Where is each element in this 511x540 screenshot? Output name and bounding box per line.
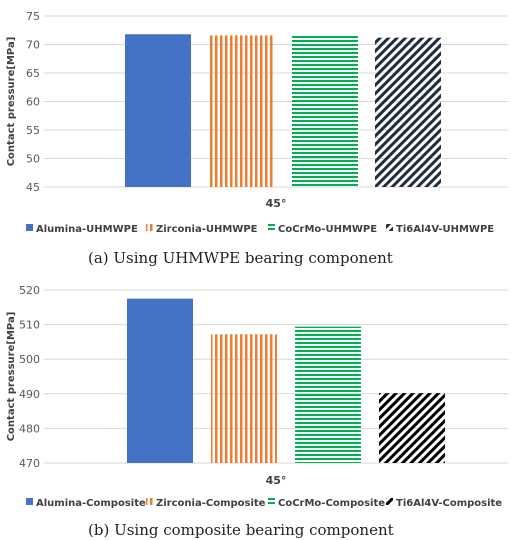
chart-b-y-tick: 470 — [19, 457, 40, 470]
chart-b-bar-ti6al4v-composite — [379, 393, 445, 463]
chart-b: 470 480 490 500 510 520 Contact pressure[MPa] 4… — [6, 284, 508, 539]
chart-a-legend-swatch — [26, 224, 33, 231]
chart-a-bar-alumina-uhmwpe — [125, 34, 191, 187]
chart-b-legend-label: Ti6Al4V-Composite — [396, 498, 502, 509]
chart-a-caption: (a) Using UHMWPE bearing component — [88, 249, 393, 267]
chart-a-legend-label: Zirconia-UHMWPE — [156, 224, 258, 235]
chart-b-legend-swatch — [268, 498, 275, 505]
chart-b-y-tick: 510 — [19, 319, 40, 332]
chart-a-legend-label: CoCrMo-UHMWPE — [278, 224, 377, 235]
chart-a-bar-zirconia-uhmwpe — [209, 35, 275, 187]
chart-b-bar-alumina-composite — [127, 298, 193, 463]
chart-b-legend-label: Zirconia-Composite — [156, 498, 266, 509]
chart-a-legend-label: Ti6Al4V-UHMWPE — [396, 224, 494, 235]
chart-a-bar-ti6al4v-uhmwpe — [375, 37, 441, 187]
chart-b-y-tick: 480 — [19, 422, 40, 435]
chart-b-legend-swatch — [146, 498, 153, 505]
chart-b-caption: (b) Using composite bearing component — [88, 521, 394, 539]
chart-b-y-tick: 490 — [19, 388, 40, 401]
chart-a-y-tick: 55 — [26, 124, 40, 137]
chart-a-legend-swatch — [146, 224, 153, 231]
chart-a-category-label: 45° — [266, 197, 287, 210]
chart-b-legend-label: CoCrMo-Composite — [278, 498, 385, 509]
chart-a-legend-label: Alumina-UHMWPE — [36, 224, 138, 235]
chart-b-bar-zirconia-composite — [211, 334, 277, 463]
chart-b-y-axis-label: Contact pressure[MPa] — [6, 312, 17, 442]
chart-a-y-tick: 65 — [26, 67, 40, 80]
chart-a-bar-cocrmo-uhmwpe — [292, 35, 358, 187]
chart-a-legend-swatch — [386, 224, 393, 231]
chart-a-y-tick: 50 — [26, 153, 40, 166]
chart-a-y-tick: 45 — [26, 181, 40, 194]
chart-a-y-tick: 60 — [26, 96, 40, 109]
chart-b-legend-swatch — [386, 498, 393, 505]
chart-a-legend-swatch — [268, 224, 275, 231]
chart-b-legend-swatch — [26, 498, 33, 505]
chart-b-bar-cocrmo-composite — [295, 326, 361, 463]
chart-a-y-tick: 70 — [26, 39, 40, 52]
chart-b-y-tick: 520 — [19, 284, 40, 297]
chart-b-y-tick: 500 — [19, 353, 40, 366]
chart-a-y-axis-label: Contact pressure[MPa] — [6, 37, 17, 167]
chart-b-category-label: 45° — [266, 474, 287, 487]
chart-a-y-tick: 75 — [26, 10, 40, 23]
chart-b-legend-label: Alumina-Composite — [36, 498, 146, 509]
chart-a: 45 50 55 60 65 70 75 Contact pressure[MPa] 45° Al… — [6, 10, 508, 267]
